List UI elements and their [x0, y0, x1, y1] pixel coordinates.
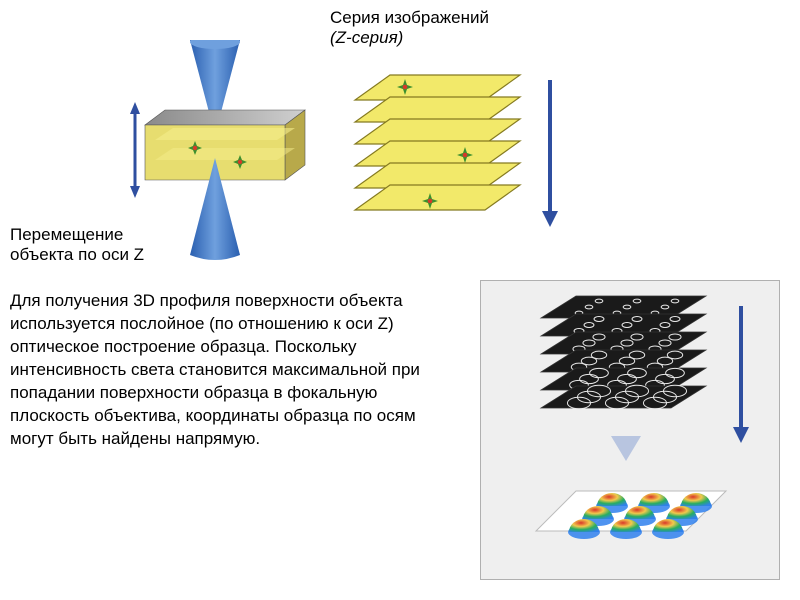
z-series-subtitle: (Z-серия): [330, 28, 403, 48]
move-label-1: Перемещение: [10, 225, 123, 245]
description-paragraph: Для получения 3D профиля поверхности объ…: [10, 290, 450, 451]
cone-slab-diagram: [115, 40, 315, 280]
z-series-title: Серия изображений: [330, 8, 489, 28]
reconstruction-panel: [480, 280, 780, 580]
z-stack-diagram: [335, 55, 585, 285]
